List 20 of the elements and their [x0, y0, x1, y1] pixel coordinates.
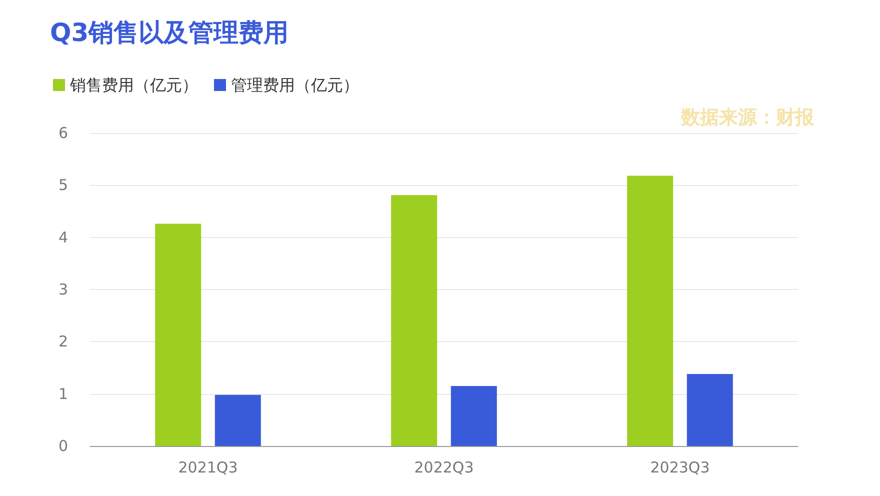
- y-tick-label: 2: [58, 332, 68, 351]
- y-tick-label: 5: [58, 176, 68, 194]
- bar: [627, 176, 674, 446]
- y-tick-label: 3: [58, 280, 68, 298]
- chart-title: Q3销售以及管理费用: [50, 18, 289, 47]
- bar: [450, 386, 497, 446]
- x-tick-label: 2021Q3: [178, 458, 238, 476]
- y-tick-label: 0: [58, 437, 68, 455]
- bar: [214, 394, 261, 446]
- x-tick-label: 2022Q3: [414, 458, 474, 476]
- y-tick-label: 1: [58, 384, 68, 403]
- legend-label: 管理费用（亿元）: [231, 76, 359, 94]
- bar: [686, 374, 733, 446]
- legend-label: 销售费用（亿元）: [69, 76, 198, 94]
- bar: [155, 224, 202, 446]
- x-tick-label: 2023Q3: [650, 458, 710, 476]
- source-note: 数据来源：财报: [680, 106, 815, 128]
- y-tick-label: 4: [58, 228, 68, 246]
- y-tick-label: 6: [58, 124, 68, 142]
- bar: [391, 195, 438, 446]
